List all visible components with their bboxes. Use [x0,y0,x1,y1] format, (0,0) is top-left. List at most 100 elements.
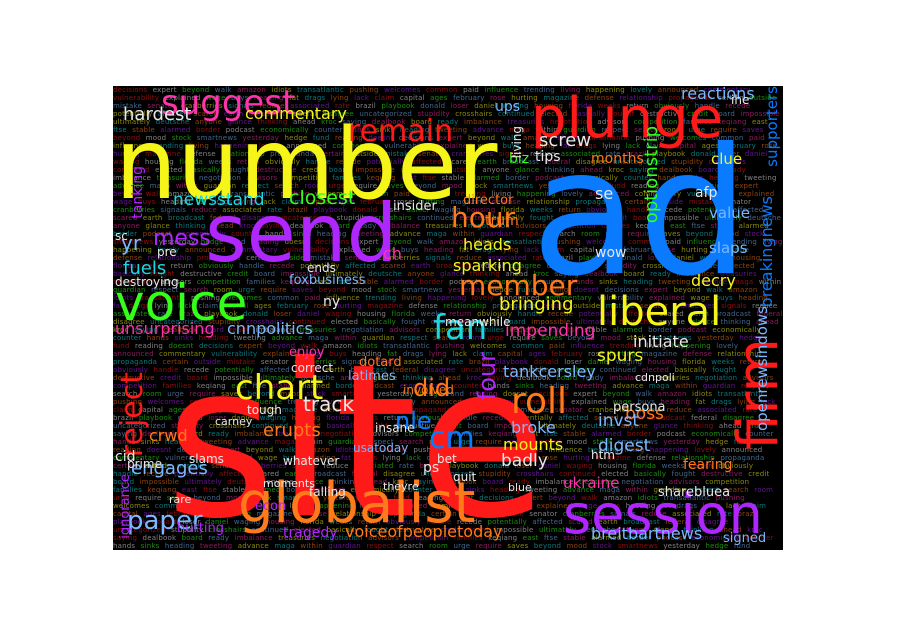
cloud-word: cdnpoli [635,371,675,384]
cloud-word: correct [291,361,334,375]
cloud-word: usatoday [353,441,409,455]
cloud-word: reactions [681,86,755,103]
cloud-word: months [591,151,644,167]
cloud-word: fearing [683,457,733,473]
cloud-word: send [205,187,398,280]
cloud-word: signed [723,531,767,546]
cloud-word: clue [711,150,743,168]
cloud-word: voice [115,274,248,332]
cloud-word: enjoy [289,345,325,360]
cloud-word: yr [121,231,142,255]
cloud-word: latimes [348,369,396,384]
cloud-word: reject [115,372,150,458]
cloud-word: cid [115,449,136,465]
cloud-word: globalist [238,471,476,536]
cloud-word: dotard [359,355,402,370]
cloud-word: voiceofpeopletoday [345,522,503,541]
cloud-word: spurs [597,346,644,366]
cloud-word: mounts [503,435,564,454]
cloud-word: impending [505,321,596,341]
cloud-word: hardest [123,104,192,125]
cloud-word: bringing [499,294,574,315]
cloud-word: se [595,184,614,203]
cloud-word: session [563,483,763,546]
cloud-word: wow [595,245,627,261]
cloud-word: persona [613,400,666,415]
cloud-word: quit [453,470,477,484]
cloud-word: insane [375,421,415,435]
cloud-word: liberal [597,289,722,335]
cloud-word: living [510,126,524,159]
cloud-word: tough [247,403,282,417]
cloud-word: tips [535,149,561,165]
cloud-word: ad [531,112,750,315]
cloud-word: supporters [763,86,781,167]
cloud-word: sparking [453,256,522,275]
cloud-word: fuels [123,258,167,279]
cloud-word: sc [115,229,128,243]
cloud-word: track [303,392,354,416]
cloud-word: biz [509,151,530,167]
cloud-word: decry [691,271,736,290]
cloud-word: ignorance [118,474,133,539]
cloud-word: value [709,204,750,222]
cloud-word: site [165,318,548,550]
cloud-word: moments [263,477,315,490]
cloud-word: roll [511,381,568,422]
cloud-word: closest [289,187,356,209]
cloud-word: ny [323,294,341,310]
cloud-word: director [463,193,514,208]
cloud-word: remain [348,114,454,149]
cloud-word: crwd [149,426,188,445]
cloud-word: breakingnews [757,196,776,308]
cloud-word: suggest [161,86,296,123]
cloud-word: digest [598,436,651,456]
cloud-word: invst [598,411,640,431]
cloud-word: number [115,108,498,222]
cloud-word: engages [131,458,208,479]
cloud-word: trum [485,213,519,229]
cloud-word: pre [157,245,177,259]
cloud-word: chart [235,368,324,408]
cloud-word: fan [433,308,488,348]
cloud-word: heads [463,235,512,254]
cloud-word: boss [625,404,664,424]
cloud-word: tankcersley [503,362,596,381]
cloud-word: erupts [263,420,321,441]
cloud-word: carney [215,415,253,428]
cloud-word: ps [423,460,440,476]
cloud-word: sharebluea [658,485,731,500]
cloud-word: econ [255,499,287,514]
cloud-word: cnnpolitics [227,319,313,338]
cloud-word: prime [127,457,162,471]
cloud-word: destroying [115,275,179,289]
cloud-word: openrewsindows [753,306,771,432]
cloud-word: tanking [130,166,146,219]
cloud-word: member [459,269,578,302]
cloud-word: blue [508,481,532,494]
cloud-word: theyre [383,480,419,493]
cloud-word: whatever [283,454,340,468]
cloud-word: newsstand [173,190,265,210]
cloud-word: involved [403,383,454,397]
cloud-word: cm [429,421,475,456]
word-cloud: decisions expert beyond walk amazon idio… [113,86,783,550]
cloud-word: unsurprising [115,319,215,338]
cloud-word: hour [451,201,516,234]
cloud-word: four [473,352,501,401]
cloud-word: tragedy [283,525,338,541]
cloud-word: bet [437,452,457,466]
cloud-word: nle [395,407,432,435]
cloud-word: slaps [709,239,748,257]
cloud-word: afp [695,185,718,201]
cloud-word: htm [591,448,615,462]
cloud-word: plunge [531,86,724,151]
cloud-word: breitbartnews [591,524,703,543]
cloud-word: hurting [177,521,225,536]
cloud-word: broke [511,418,556,437]
cloud-word: falling [309,485,346,499]
cloud-word: ukraine [563,474,620,492]
cloud-word: screw [539,130,592,151]
cloud-word: optionstrip [641,126,662,224]
cloud-word: ihe [731,93,750,107]
